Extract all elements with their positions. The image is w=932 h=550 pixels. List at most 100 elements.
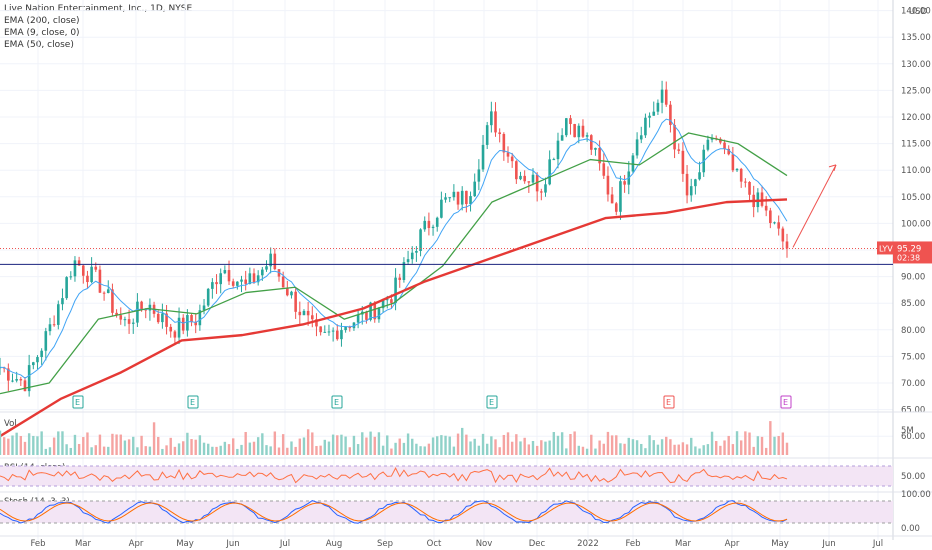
candle-body — [452, 191, 456, 198]
time-tick-label: Sep — [377, 539, 393, 549]
volume-bar — [298, 438, 302, 455]
volume-bar — [685, 444, 689, 455]
candle-body — [252, 273, 256, 283]
candle-body — [760, 192, 764, 206]
stoch-tick-100: 100.00 — [901, 490, 931, 500]
volume-bar — [161, 448, 164, 455]
volume-bar — [669, 439, 672, 455]
candle-body — [256, 275, 260, 283]
candle-body — [423, 220, 427, 230]
candle-body — [506, 152, 510, 157]
volume-bar — [411, 438, 414, 455]
volume-bar — [52, 437, 56, 455]
volume-bar — [261, 433, 264, 455]
candle-body — [727, 148, 731, 155]
volume-bar — [764, 447, 768, 455]
candle-body — [710, 138, 714, 140]
candle-body — [11, 380, 14, 382]
volume-bar — [127, 439, 131, 455]
chart-legend: Live Nation Entertainment, Inc., 1D, NYS… — [4, 3, 192, 51]
candle-body — [106, 289, 110, 294]
candle-body — [694, 179, 697, 187]
candle-body — [410, 252, 414, 260]
candle-body — [148, 304, 152, 311]
candle-body — [115, 312, 118, 316]
volume-bar — [710, 431, 714, 455]
candle-body — [619, 181, 622, 212]
time-tick-label: Nov — [476, 539, 493, 549]
candle-body — [240, 279, 243, 282]
volume-bar — [48, 447, 52, 455]
volume-bar — [436, 436, 439, 455]
volume-bar — [19, 436, 23, 455]
volume-bar — [640, 443, 643, 455]
volume-bar — [240, 444, 243, 455]
volume-bar — [631, 439, 635, 455]
time-tick-label: Feb — [30, 539, 45, 549]
price-tick-label: 70.00 — [901, 379, 925, 389]
candle-body — [7, 368, 10, 381]
volume-bar — [723, 440, 726, 455]
volume-bar — [157, 436, 160, 455]
time-tick-label: 2022 — [577, 539, 599, 549]
price-tick-label: 125.00 — [901, 86, 931, 96]
volume-bar — [594, 448, 597, 455]
volume-bar — [440, 435, 443, 455]
candle-body — [248, 273, 252, 284]
candle-body — [298, 311, 302, 316]
price-tick-label: 75.00 — [901, 352, 925, 362]
time-tick-label: May — [771, 539, 789, 549]
candle-body — [32, 362, 35, 366]
volume-bar — [760, 436, 764, 455]
volume-bar — [448, 436, 451, 455]
volume-bar — [315, 445, 318, 455]
candle-body — [723, 142, 726, 149]
volume-bar — [606, 431, 610, 455]
volume-bar — [361, 432, 364, 455]
volume-bar — [548, 440, 551, 455]
volume-bar — [86, 432, 89, 455]
candle-body — [673, 124, 676, 150]
earnings-marker-label: E — [334, 398, 339, 407]
candle-body — [773, 222, 776, 224]
candle-body — [481, 144, 485, 170]
candle-body — [56, 304, 60, 325]
volume-bar — [23, 441, 27, 455]
candle-body — [719, 138, 722, 143]
ema200-legend[interactable]: EMA (200, close) — [4, 16, 80, 26]
ema9-legend[interactable]: EMA (9, close, 0) — [4, 28, 80, 38]
volume-bar — [556, 435, 560, 455]
volume-bar — [152, 422, 156, 455]
volume-bar — [44, 448, 48, 455]
candle-body — [156, 313, 160, 323]
volume-pane-label: Vol — [4, 419, 17, 429]
volume-bar — [323, 439, 326, 455]
volume-bar — [331, 434, 335, 455]
volume-bar — [531, 440, 535, 455]
time-tick-label: Apr — [725, 539, 740, 549]
volume-bar — [694, 446, 697, 455]
candle-body — [739, 168, 743, 182]
candle-body — [86, 275, 89, 283]
candle-body — [44, 331, 48, 351]
volume-bar — [202, 442, 206, 455]
volume-bar — [227, 444, 231, 455]
chart-title: Live Nation Entertainment, Inc., 1D, NYS… — [4, 4, 193, 14]
volume-bar — [656, 444, 660, 455]
volume-bar — [573, 431, 576, 455]
ema50-legend[interactable]: EMA (50, close) — [4, 40, 74, 50]
volume-bar — [544, 441, 547, 455]
candle-body — [373, 302, 377, 320]
candle-body — [323, 331, 327, 333]
candle-body — [335, 330, 339, 340]
time-tick-label: May — [176, 539, 194, 549]
rsi-tick: 50.00 — [901, 472, 925, 482]
volume-bar — [107, 446, 110, 455]
candle-body — [519, 175, 522, 180]
candle-body — [161, 313, 164, 323]
volume-bar — [7, 438, 10, 455]
volume-bar — [169, 437, 172, 455]
candle-body — [206, 288, 210, 306]
volume-bar — [306, 429, 310, 455]
